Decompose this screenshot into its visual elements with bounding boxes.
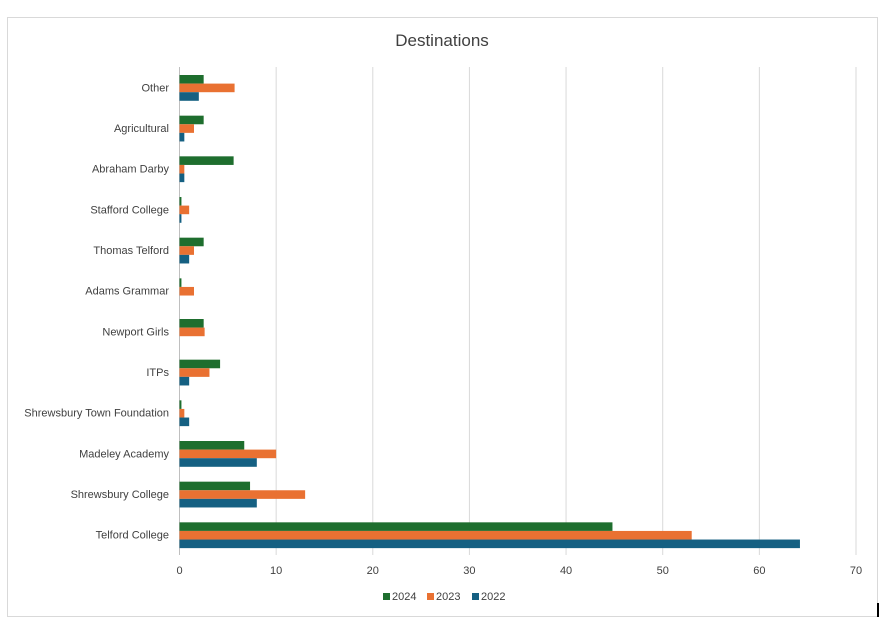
category-label: Madeley Academy [79,448,169,460]
category-label: Telford College [96,530,169,542]
bar-2024-abraham-darby [179,156,234,165]
bar-2023-thomas-telford [179,246,194,255]
category-label: Thomas Telford [93,245,169,257]
bar-2023-itps [179,368,210,377]
x-tick-label: 10 [270,565,282,577]
legend-swatch [383,593,390,600]
bar-2023-madeley-academy [179,449,277,459]
category-label: ITPs [146,367,169,379]
bar-2024-madeley-academy [179,441,245,450]
bar-2022-abraham-darby [179,173,185,183]
bar-2023-shrewsbury-town-foundation [179,408,185,418]
x-tick-label: 20 [367,565,379,577]
x-tick-label: 40 [560,565,572,577]
legend-label: 2024 [392,591,416,603]
bar-2023-newport-girls [179,327,205,337]
bar-2022-madeley-academy [179,458,257,467]
bar-2024-telford-college [179,522,613,531]
bar-2024-thomas-telford [179,237,204,247]
x-tick-labels: 0 10 20 30 40 50 60 70 [176,565,862,577]
bar-2024-stafford-college [179,197,182,206]
category-label: Agricultural [114,123,169,135]
bar-2023-stafford-college [179,205,190,215]
legend-label: 2023 [436,591,460,603]
bar-2023-other [179,83,235,93]
bar-2023-telford-college [179,530,692,540]
chart-area [7,17,878,617]
bar-2022-other [179,92,199,101]
bar-2024-agricultural [179,115,204,125]
category-label: Shrewsbury College [71,489,169,501]
bars [179,75,800,549]
bar-2024-other [179,75,204,84]
bar-2024-shrewsbury-town-foundation [179,400,182,409]
bar-2024-newport-girls [179,319,204,328]
bar-2022-shrewsbury-town-foundation [179,417,190,427]
legend-swatch [472,593,479,600]
category-labels: Other Agricultural Abraham Darby Stafford C… [24,82,169,541]
bar-2023-shrewsbury-college [179,490,306,499]
category-label: Other [141,82,169,94]
x-tick-label: 70 [850,565,862,577]
gridlines [179,67,857,555]
bar-2022-agricultural [179,132,185,142]
bar-2022-telford-college [179,539,800,549]
category-label: Stafford College [90,204,169,216]
category-label: Adams Grammar [85,286,169,298]
x-tick-label: 50 [657,565,669,577]
category-label: Abraham Darby [92,164,170,176]
bar-2023-abraham-darby [179,164,185,174]
bar-2024-shrewsbury-college [179,481,251,491]
bar-2022-shrewsbury-college [179,498,257,508]
bar-2022-itps [179,376,190,386]
x-tick-label: 30 [463,565,475,577]
category-label: Shrewsbury Town Foundation [24,408,169,420]
bar-2022-stafford-college [179,214,182,223]
x-tick-label: 0 [176,565,182,577]
legend-swatch [427,593,434,600]
category-label: Newport Girls [102,326,169,338]
edge-marker [877,603,879,617]
bar-2023-agricultural [179,124,194,133]
x-tick-label: 60 [753,565,765,577]
legend: 2024 2023 2022 [383,591,505,603]
legend-label: 2022 [481,591,505,603]
bar-2024-itps [179,359,221,369]
bar-2024-adams-grammar [179,278,182,287]
bar-2023-adams-grammar [179,286,194,296]
chart-title: Destinations [395,31,489,50]
bar-2022-thomas-telford [179,254,190,264]
